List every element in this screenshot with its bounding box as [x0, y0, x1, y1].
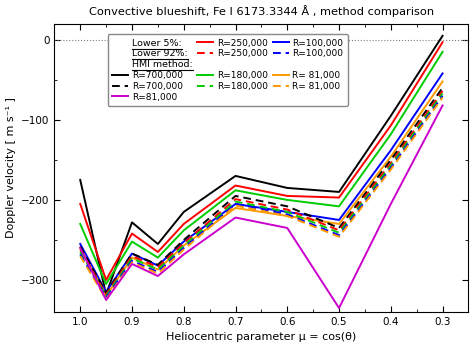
- Y-axis label: Doppler velocity [ m s⁻¹ ]: Doppler velocity [ m s⁻¹ ]: [6, 97, 16, 238]
- Legend: Lower 5%:, Lower 92%:, HMI method:, R=700,000, R=700,000, R=81,000, R=250,000, R: Lower 5%:, Lower 92%:, HMI method:, R=70…: [108, 34, 348, 106]
- X-axis label: Heliocentric parameter μ = cos(θ): Heliocentric parameter μ = cos(θ): [166, 332, 356, 342]
- Title: Convective blueshift, Fe I 6173.3344 Å , method comparison: Convective blueshift, Fe I 6173.3344 Å ,…: [89, 6, 434, 17]
